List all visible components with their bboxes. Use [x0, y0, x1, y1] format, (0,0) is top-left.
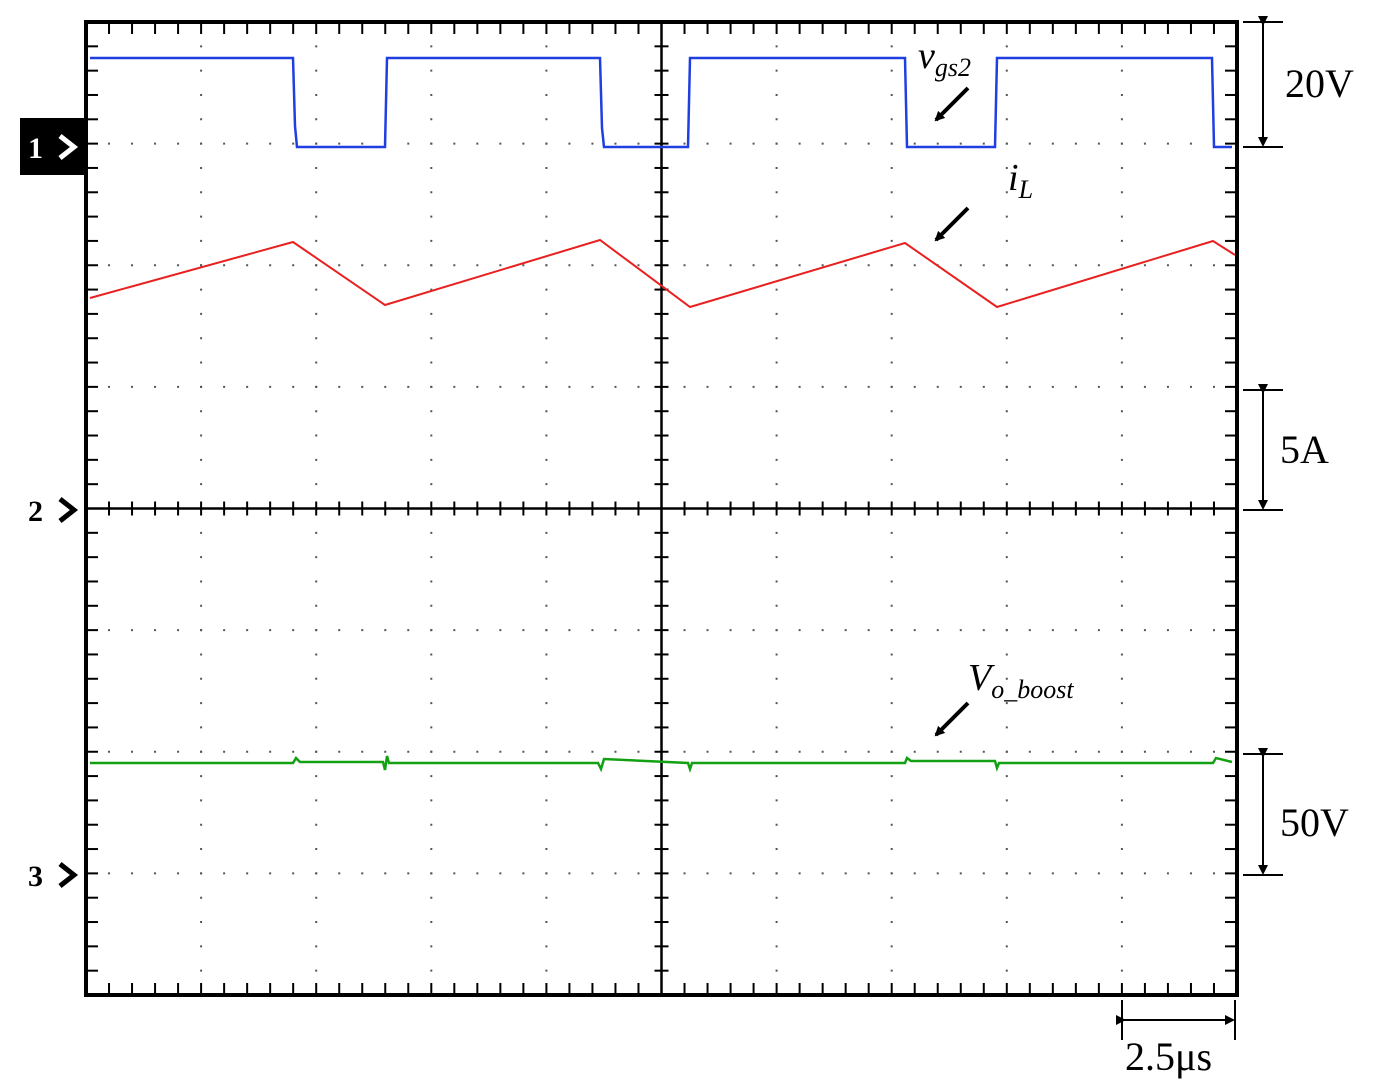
ch3-scale: 50V: [1280, 800, 1349, 845]
il-sub: L: [1018, 175, 1033, 204]
vgs2-sub: gs2: [935, 53, 971, 82]
scale-arrows: [1116, 16, 1283, 1040]
il-label: iL: [1008, 157, 1033, 204]
ch2-marker: 2: [28, 495, 43, 528]
il-main: i: [1008, 157, 1019, 199]
screen-border: [84, 20, 1239, 997]
ch3-arrow: [58, 862, 79, 888]
vgs2-main: v: [918, 35, 935, 77]
ch3-marker: 3: [28, 860, 43, 893]
il-trace: [89, 238, 1236, 309]
ch1-scale: 20V: [1285, 61, 1354, 106]
ch2-scale: 5A: [1280, 427, 1329, 472]
vo-label: Vo_boost: [968, 657, 1074, 704]
graticule: [86, 22, 1237, 995]
vo-trace: [90, 755, 1233, 773]
time-scale: 2.5μs: [1125, 1034, 1212, 1079]
vo-main: V: [968, 657, 995, 699]
pointer-arrows: [934, 86, 970, 737]
ch1-arrow: [58, 134, 79, 160]
ch2-arrow: [58, 497, 79, 523]
vgs2-trace: [90, 56, 1232, 149]
ch1-marker: 1: [28, 132, 43, 165]
vo-sub: o_boost: [991, 675, 1074, 704]
vgs2-label: vgs2: [918, 35, 971, 82]
